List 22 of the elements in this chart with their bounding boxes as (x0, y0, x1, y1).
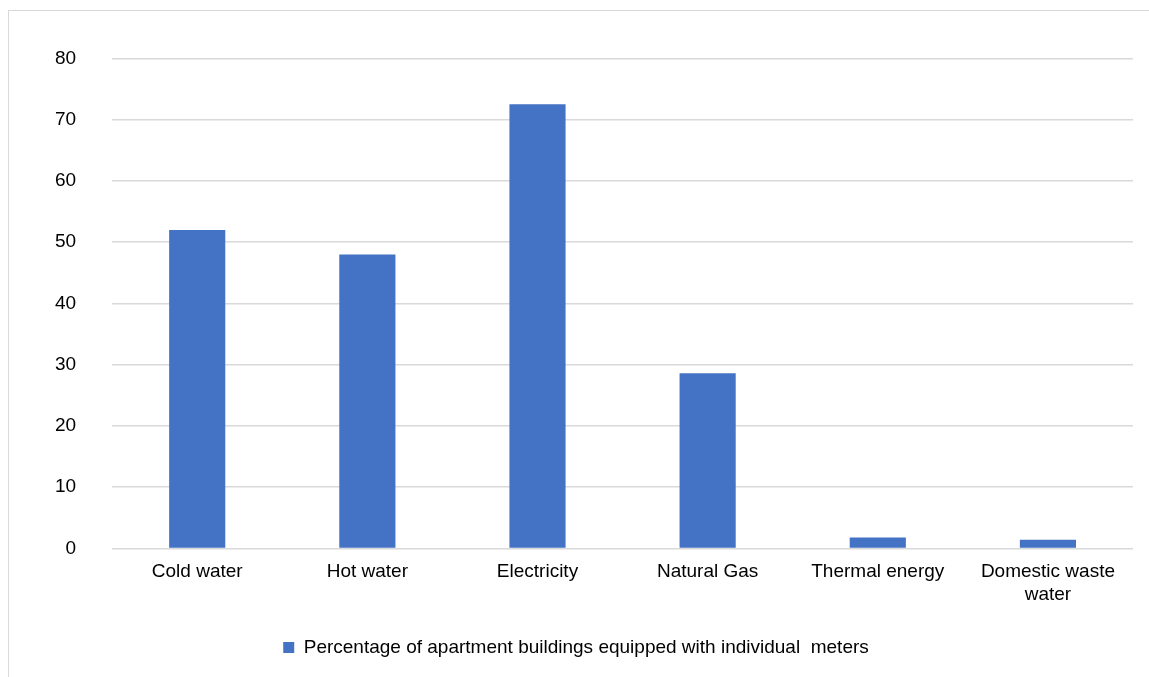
y-tick-label: 60 (54, 169, 77, 191)
bar (509, 104, 566, 548)
bar (849, 537, 906, 548)
x-tick-label: Natural Gas (656, 560, 759, 582)
x-tick-label: Cold water (151, 560, 244, 582)
x-tick-label: Thermal energy (811, 560, 945, 582)
bar (339, 254, 396, 548)
y-tick-label: 0 (65, 536, 77, 558)
y-tick-label: 30 (54, 352, 77, 374)
x-tick-label: Electricity (496, 560, 579, 582)
y-tick-label: 50 (54, 230, 77, 252)
x-tick-label: Domestic waste water (980, 560, 1115, 604)
y-tick-label: 70 (54, 107, 77, 129)
legend-label: Percentage of apartment buildings equipped with individual meters (303, 635, 869, 657)
y-tick-label: 10 (54, 475, 77, 497)
bar (169, 229, 226, 548)
y-tick-label: 20 (54, 414, 77, 436)
y-tick-label: 40 (54, 291, 77, 313)
bar (679, 373, 736, 548)
bar (1019, 539, 1076, 548)
x-tick-label: Hot water (326, 560, 409, 582)
y-tick-label: 80 (54, 46, 77, 68)
